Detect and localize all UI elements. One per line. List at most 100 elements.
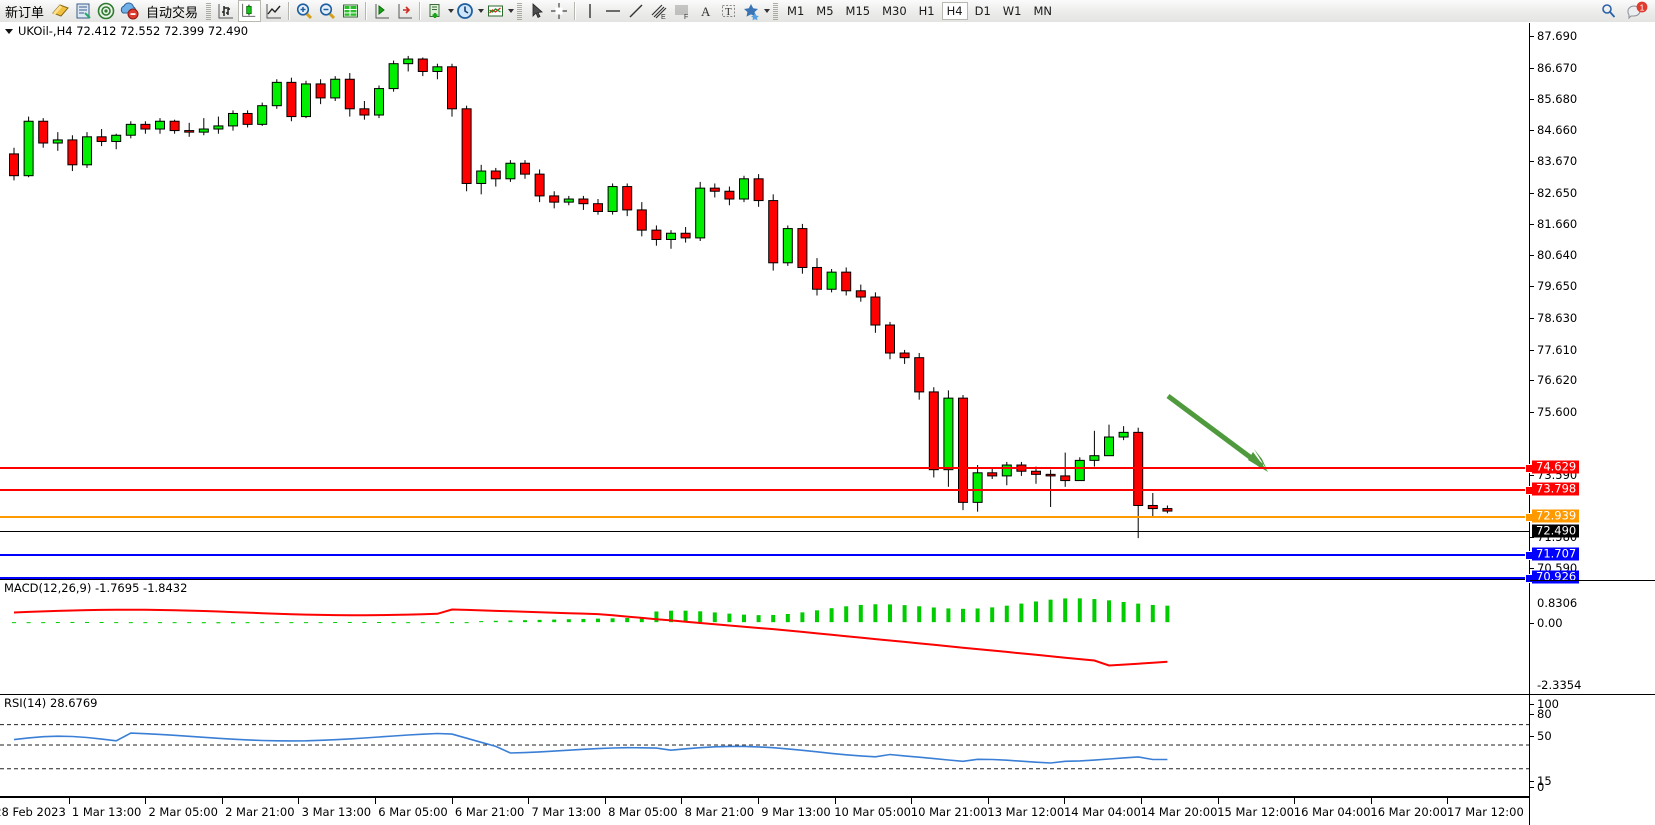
scale-divider-rsi <box>1530 694 1655 695</box>
macd-pane[interactable]: MACD(12,26,9) -1.7695 -1.8432 <box>0 580 1529 695</box>
auto-scroll-icon[interactable] <box>394 1 415 21</box>
time-tick <box>834 797 836 804</box>
templates-dropdown-caret[interactable] <box>508 9 515 13</box>
shift-end-icon[interactable] <box>371 1 392 21</box>
fibonacci-icon[interactable]: F <box>672 1 693 21</box>
time-tick-label: 1 Mar 13:00 <box>71 805 142 819</box>
shapes-icon[interactable] <box>741 1 762 21</box>
vline-icon[interactable] <box>580 1 601 21</box>
macd-label: MACD(12,26,9) -1.7695 -1.8432 <box>4 581 188 595</box>
svg-text:A: A <box>701 4 711 19</box>
timeframe-m15[interactable]: M15 <box>845 4 871 18</box>
time-tick-label: 2 Mar 21:00 <box>225 805 295 819</box>
zoom-out-icon[interactable] <box>317 1 338 21</box>
symbol-ohlc-label: UKOil-,H4 72.412 72.552 72.399 72.490 <box>18 24 249 38</box>
new-order-button[interactable]: 新订单 <box>5 5 45 21</box>
time-tick-label: 8 Mar 05:00 <box>608 805 678 819</box>
indicators-dropdown-caret[interactable] <box>448 9 455 13</box>
expert-advisors-icon[interactable] <box>50 1 71 21</box>
market-watch-icon[interactable] <box>340 1 361 21</box>
shapes-dropdown-caret[interactable] <box>764 9 771 13</box>
timeframe-mn[interactable]: MN <box>1033 4 1052 18</box>
level-line-resistance-lower[interactable] <box>0 489 1529 491</box>
candlestick-chart-icon[interactable] <box>238 0 262 22</box>
bar-chart-icon[interactable] <box>215 1 236 21</box>
autotrading-status-icon[interactable] <box>119 1 140 21</box>
price-tick <box>1530 255 1534 257</box>
toolbar-grip-3[interactable] <box>773 2 779 20</box>
time-tick-label: 15 Mar 12:00 <box>1217 805 1294 819</box>
toolbar-grip-2[interactable] <box>517 2 523 20</box>
text-label-icon[interactable]: A <box>695 1 716 21</box>
level-line-current-price[interactable] <box>0 531 1529 532</box>
macd-tick-label: -2.3354 <box>1537 678 1582 692</box>
indicators-icon[interactable] <box>425 1 446 21</box>
price-chip-current-price[interactable]: 72.490 <box>1532 524 1580 538</box>
price-tick-label: 85.680 <box>1537 91 1578 106</box>
price-chip-pivot[interactable]: 72.939 <box>1532 509 1580 523</box>
chart-menu-triangle-icon[interactable] <box>5 28 13 34</box>
toolbar-separator-2 <box>365 2 368 20</box>
line-chart-icon[interactable] <box>263 1 284 21</box>
level-line-pivot[interactable] <box>0 516 1529 518</box>
price-tick <box>1530 317 1534 319</box>
price-tick-label: 87.690 <box>1537 29 1578 43</box>
level-line-support-lower[interactable] <box>0 577 1529 579</box>
trendline-icon[interactable] <box>626 1 647 21</box>
equidistant-channel-icon[interactable]: E <box>649 1 670 21</box>
price-chip-support-lower[interactable]: 70.926 <box>1532 570 1580 584</box>
data-window-icon[interactable] <box>73 1 94 21</box>
price-tick <box>1530 223 1534 225</box>
time-tick <box>1064 797 1066 804</box>
time-tick <box>1217 797 1219 804</box>
price-chip-support-upper[interactable]: 71.707 <box>1532 547 1580 561</box>
timeframe-m30[interactable]: M30 <box>882 4 907 18</box>
toolbar-grip[interactable] <box>206 2 212 20</box>
timeframe-m5[interactable]: M5 <box>816 4 834 18</box>
price-chip-resistance-lower[interactable]: 73.798 <box>1532 482 1580 496</box>
price-tick-label: 84.660 <box>1537 123 1578 138</box>
autotrading-button[interactable]: 自动交易 <box>146 5 199 21</box>
timeframe-m1[interactable]: M1 <box>787 4 805 18</box>
notification-count: 1 <box>1640 3 1645 13</box>
search-icon[interactable] <box>1598 1 1619 21</box>
time-tick <box>221 797 223 804</box>
timeframe-h4[interactable]: H4 <box>941 2 968 20</box>
time-tick <box>681 797 683 804</box>
macd-tick <box>1530 623 1534 624</box>
signals-icon[interactable] <box>96 1 117 21</box>
rsi-pane[interactable]: RSI(14) 28.6769 <box>0 695 1529 797</box>
rsi-tick <box>1530 714 1534 715</box>
chart-plot-area[interactable]: UKOil-,H4 72.412 72.552 72.399 72.490 MA… <box>0 23 1530 825</box>
price-tick-label: 77.610 <box>1537 342 1578 357</box>
svg-text:E: E <box>661 14 666 21</box>
price-scale[interactable]: 87.690 86.670 85.680 84.660 83.670 82.650 81.6… <box>1525 23 1655 825</box>
time-tick-label: 10 Mar 21:00 <box>910 805 988 819</box>
zoom-in-icon[interactable] <box>294 1 315 21</box>
chart-frame[interactable]: UKOil-,H4 72.412 72.552 72.399 72.490 MA… <box>0 22 1655 825</box>
scale-divider-macd <box>1530 580 1655 581</box>
level-line-support-upper[interactable] <box>0 554 1529 556</box>
timeframe-w1[interactable]: W1 <box>1002 4 1022 18</box>
price-tick <box>1530 98 1534 100</box>
time-tick-label: 14 Mar 20:00 <box>1140 805 1218 819</box>
main-toolbar[interactable]: 新订单 自动交易 <box>0 0 1655 23</box>
price-tick-label: 82.650 <box>1537 185 1578 200</box>
timeframe-d1[interactable]: D1 <box>974 4 991 18</box>
price-pane[interactable]: UKOil-,H4 72.412 72.552 72.399 72.490 <box>0 23 1529 580</box>
cursor-icon[interactable] <box>526 1 547 21</box>
period-icon[interactable] <box>455 1 476 21</box>
time-tick-label: 13 Mar 12:00 <box>987 805 1065 819</box>
level-line-resistance-upper[interactable] <box>0 467 1529 469</box>
notification-icon[interactable]: 1 <box>1626 1 1648 21</box>
time-tick <box>1294 797 1296 804</box>
price-chip-resistance-upper[interactable]: 74.629 <box>1532 460 1580 474</box>
rsi-tick-label: 0 <box>1537 780 1545 794</box>
text-icon[interactable]: T <box>718 1 739 21</box>
templates-icon[interactable] <box>485 1 506 21</box>
time-tick-label: 10 Mar 05:00 <box>834 805 911 819</box>
crosshair-icon[interactable] <box>549 1 570 21</box>
period-dropdown-caret[interactable] <box>478 9 485 13</box>
timeframe-h1[interactable]: H1 <box>918 4 935 18</box>
hline-icon[interactable] <box>603 1 624 21</box>
